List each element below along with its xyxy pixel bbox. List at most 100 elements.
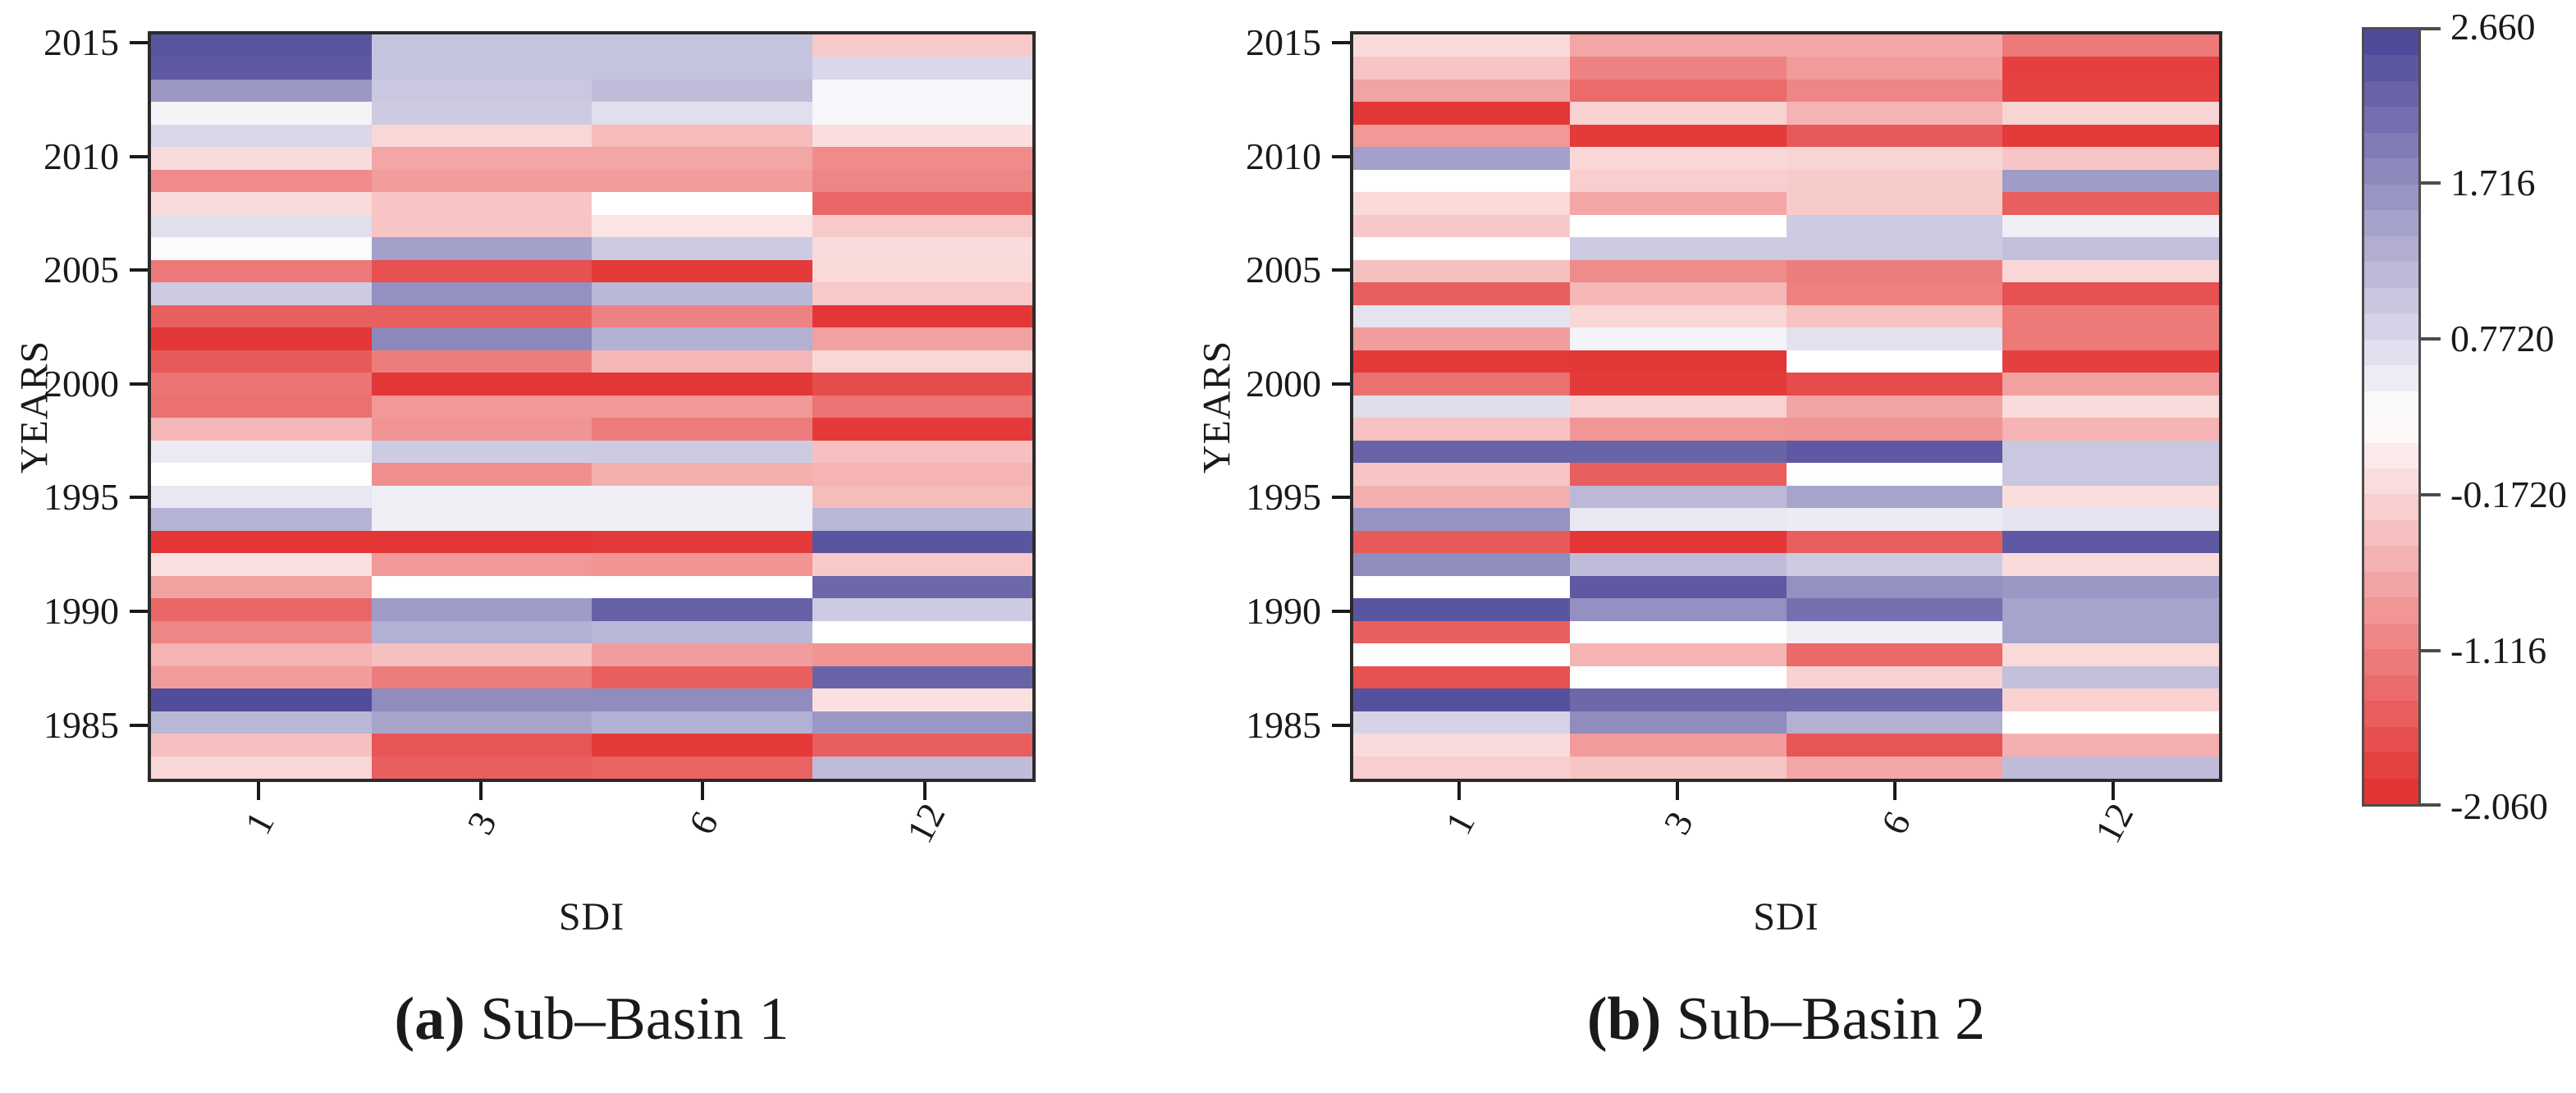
heatmap-cell-b-2008-sdi1 xyxy=(1353,192,1570,215)
colorbar-tick-label-0.7720: 0.7720 xyxy=(2450,318,2555,359)
y-tick-label-b-1985: 1985 xyxy=(1246,703,1321,746)
heatmap-cell-a-1989-sdi3 xyxy=(371,620,592,644)
colorbar-step xyxy=(2364,262,2418,288)
heatmap-cell-a-2014-sdi12 xyxy=(812,57,1032,80)
heatmap-cell-b-1990-sdi6 xyxy=(1786,598,2003,621)
heatmap-cell-b-2013-sdi3 xyxy=(1569,79,1787,103)
heatmap-cell-a-2014-sdi3 xyxy=(371,57,592,80)
heatmap-cell-b-2004-sdi12 xyxy=(2002,282,2219,305)
heatmap-cell-a-2007-sdi12 xyxy=(812,214,1032,238)
heatmap-cell-a-1988-sdi6 xyxy=(592,643,812,666)
y-tick-label-b-2000: 2000 xyxy=(1246,362,1321,405)
heatmap-cell-b-2000-sdi6 xyxy=(1786,373,2003,396)
heatmap-cell-a-2009-sdi12 xyxy=(812,169,1032,193)
heatmap-cell-a-2000-sdi1 xyxy=(151,373,372,396)
heatmap-cell-a-1994-sdi3 xyxy=(371,508,592,531)
heatmap-cell-b-2014-sdi6 xyxy=(1786,57,2003,80)
heatmap-cell-b-1993-sdi6 xyxy=(1786,530,2003,554)
heatmap-cell-a-2009-sdi6 xyxy=(592,169,812,193)
heatmap-cell-b-2005-sdi1 xyxy=(1353,259,1570,283)
colorbar-step xyxy=(2364,597,2418,624)
y-tick-label-b-2015: 2015 xyxy=(1246,21,1321,63)
heatmap-cell-a-1991-sdi12 xyxy=(812,575,1032,599)
y-tick-mark-a-2015 xyxy=(130,40,148,44)
heatmap-cell-b-2009-sdi1 xyxy=(1353,169,1570,193)
colorbar-tick-mark-0.7720 xyxy=(2421,337,2441,341)
heatmap-cell-b-1992-sdi6 xyxy=(1786,553,2003,576)
heatmap-cell-a-2012-sdi6 xyxy=(592,102,812,125)
colorbar-step xyxy=(2364,132,2418,159)
heatmap-cell-b-1991-sdi12 xyxy=(2002,575,2219,599)
heatmap-cell-a-1999-sdi6 xyxy=(592,395,812,418)
heatmap-cell-b-2009-sdi6 xyxy=(1786,169,2003,193)
heatmap-cell-a-1993-sdi1 xyxy=(151,530,372,554)
heatmap-cell-a-2003-sdi1 xyxy=(151,304,372,328)
colorbar-tick-mark--2.060 xyxy=(2421,803,2441,807)
heatmap-cell-b-2014-sdi12 xyxy=(2002,57,2219,80)
heatmap-cell-b-1999-sdi1 xyxy=(1353,395,1570,418)
heatmap-cell-b-1984-sdi3 xyxy=(1569,734,1787,757)
heatmap-cell-a-1999-sdi12 xyxy=(812,395,1032,418)
heatmap-cell-b-1995-sdi6 xyxy=(1786,485,2003,509)
heatmap-cell-b-2013-sdi12 xyxy=(2002,79,2219,103)
heatmap-cell-a-1993-sdi6 xyxy=(592,530,812,554)
colorbar-step xyxy=(2364,675,2418,702)
heatmap-cell-a-2002-sdi1 xyxy=(151,327,372,350)
heatmap-cell-b-2000-sdi1 xyxy=(1353,373,1570,396)
heatmap-cell-a-1989-sdi6 xyxy=(592,620,812,644)
heatmap-cell-a-1985-sdi12 xyxy=(812,711,1032,734)
y-tick-label-a-1990: 1990 xyxy=(43,590,119,633)
heatmap-cell-a-1983-sdi6 xyxy=(592,756,812,779)
heatmap-cell-b-2012-sdi3 xyxy=(1569,102,1787,125)
heatmap-cell-b-2000-sdi3 xyxy=(1569,373,1787,396)
colorbar-step xyxy=(2364,158,2418,185)
heatmap-cell-b-1983-sdi12 xyxy=(2002,756,2219,779)
colorbar-step xyxy=(2364,184,2418,211)
heatmap-cell-b-2006-sdi6 xyxy=(1786,237,2003,260)
heatmap-cell-b-1994-sdi6 xyxy=(1786,508,2003,531)
heatmap-cell-b-2008-sdi12 xyxy=(2002,192,2219,215)
heatmap-cell-b-1990-sdi12 xyxy=(2002,598,2219,621)
y-tick-mark-b-2005 xyxy=(1332,268,1350,272)
heatmap-cell-b-1993-sdi1 xyxy=(1353,530,1570,554)
heatmap-grid-b xyxy=(1353,34,2219,779)
heatmap-cell-b-2009-sdi12 xyxy=(2002,169,2219,193)
colorbar-step xyxy=(2364,365,2418,391)
heatmap-cell-b-1997-sdi3 xyxy=(1569,440,1787,464)
heatmap-cell-b-2010-sdi12 xyxy=(2002,147,2219,170)
heatmap-cell-b-1992-sdi1 xyxy=(1353,553,1570,576)
heatmap-cell-b-2014-sdi1 xyxy=(1353,57,1570,80)
y-tick-label-a-1985: 1985 xyxy=(43,703,119,746)
x-tick-mark-b-1 xyxy=(1457,782,1461,800)
x-tick-mark-b-12 xyxy=(2112,782,2116,800)
y-tick-mark-a-1995 xyxy=(130,496,148,500)
heatmap-cell-a-1998-sdi1 xyxy=(151,418,372,441)
colorbar-step xyxy=(2364,468,2418,495)
heatmap-cell-a-1995-sdi6 xyxy=(592,485,812,509)
y-tick-label-b-1990: 1990 xyxy=(1246,590,1321,633)
y-tick-mark-b-1985 xyxy=(1332,723,1350,727)
heatmap-grid-a xyxy=(151,34,1032,779)
heatmap-cell-a-1983-sdi1 xyxy=(151,756,372,779)
heatmap-cell-b-2007-sdi6 xyxy=(1786,214,2003,238)
heatmap-cell-b-1994-sdi1 xyxy=(1353,508,1570,531)
heatmap-cell-a-1984-sdi6 xyxy=(592,734,812,757)
panel-caption-b: (b) Sub–Basin 2 xyxy=(1587,985,1985,1054)
x-tick-mark-b-6 xyxy=(1893,782,1897,800)
heatmap-cell-a-2004-sdi12 xyxy=(812,282,1032,305)
heatmap-cell-b-1987-sdi6 xyxy=(1786,665,2003,689)
heatmap-cell-b-1990-sdi3 xyxy=(1569,598,1787,621)
heatmap-cell-b-1998-sdi12 xyxy=(2002,418,2219,441)
heatmap-cell-b-1984-sdi12 xyxy=(2002,734,2219,757)
heatmap-cell-a-2010-sdi3 xyxy=(371,147,592,170)
heatmap-cell-b-2015-sdi12 xyxy=(2002,34,2219,57)
heatmap-cell-a-2005-sdi12 xyxy=(812,259,1032,283)
heatmap-cell-b-1983-sdi1 xyxy=(1353,756,1570,779)
x-tick-label-b-6: 6 xyxy=(1873,804,1919,841)
heatmap-cell-a-1996-sdi6 xyxy=(592,463,812,486)
heatmap-cell-a-2013-sdi6 xyxy=(592,79,812,103)
heatmap-cell-a-2012-sdi3 xyxy=(371,102,592,125)
x-axis-title-b: SDI xyxy=(1753,895,1819,939)
caption-marker-b: (b) xyxy=(1586,986,1662,1053)
heatmap-cell-a-2006-sdi12 xyxy=(812,237,1032,260)
